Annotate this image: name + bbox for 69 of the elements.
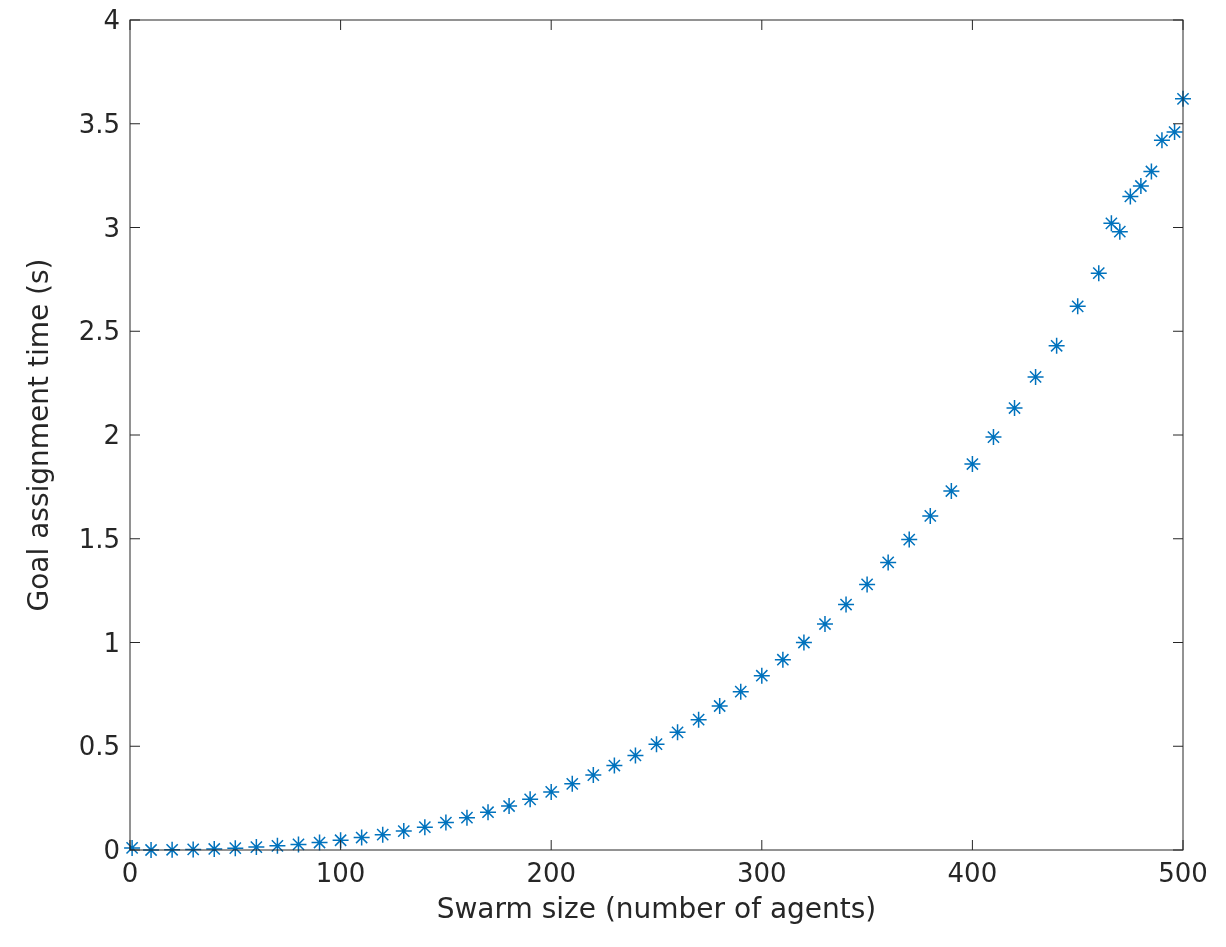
point	[1090, 264, 1108, 282]
point	[521, 790, 539, 809]
point	[310, 833, 329, 852]
y-tick-label: 0.5	[78, 731, 120, 762]
x-tick-label: 100	[315, 858, 366, 888]
point	[142, 841, 160, 859]
point	[963, 455, 982, 473]
point	[795, 633, 813, 652]
y-tick-label: 3.5	[78, 108, 120, 139]
point	[563, 775, 582, 793]
point	[1005, 399, 1024, 417]
x-tick-label: 400	[947, 858, 998, 888]
y-tick-label: 4	[103, 5, 120, 36]
point	[584, 766, 603, 784]
y-tick-label: 1	[103, 627, 120, 658]
point	[247, 838, 266, 856]
y-axis-title: Goal assignment time (s)	[22, 258, 55, 612]
point	[373, 825, 392, 844]
point	[184, 840, 202, 859]
point	[900, 530, 918, 549]
point	[1132, 177, 1150, 195]
point	[500, 797, 518, 815]
point	[268, 837, 287, 855]
point	[774, 650, 792, 669]
y-tick-label: 0	[103, 835, 120, 866]
x-tick-label: 500	[1158, 858, 1208, 888]
point	[879, 553, 897, 572]
point	[753, 666, 771, 685]
point	[458, 808, 476, 827]
point	[437, 813, 455, 832]
point	[205, 840, 223, 858]
point	[1068, 297, 1087, 316]
point	[816, 615, 834, 633]
point	[479, 803, 497, 821]
point	[731, 682, 750, 701]
point	[1174, 90, 1192, 108]
point	[858, 575, 876, 594]
point	[837, 595, 855, 614]
point	[921, 507, 940, 525]
x-tick-label: 300	[736, 858, 787, 888]
point	[289, 835, 308, 854]
point	[1142, 162, 1161, 181]
y-tick-label: 1.5	[78, 523, 120, 554]
point	[626, 746, 645, 765]
point	[416, 818, 434, 836]
y-tick-label: 3	[103, 212, 120, 243]
point	[163, 841, 181, 859]
point	[331, 831, 350, 849]
point	[395, 822, 413, 840]
point	[984, 428, 1003, 446]
point	[226, 839, 245, 857]
y-tick-label: 2.5	[78, 316, 120, 347]
point	[710, 697, 729, 715]
point	[668, 723, 687, 742]
point	[1026, 368, 1045, 386]
y-tick-label: 2	[103, 420, 120, 451]
point	[352, 828, 371, 847]
point	[647, 735, 666, 753]
point	[942, 482, 961, 500]
point	[1102, 214, 1121, 233]
point	[1111, 222, 1129, 241]
x-tick-label: 200	[526, 858, 577, 888]
point	[1047, 337, 1066, 355]
point	[605, 756, 624, 775]
point	[1121, 187, 1140, 206]
point	[689, 710, 708, 729]
point	[123, 839, 141, 857]
x-axis-title: Swarm size (number of agents)	[436, 892, 877, 925]
point	[542, 783, 560, 801]
